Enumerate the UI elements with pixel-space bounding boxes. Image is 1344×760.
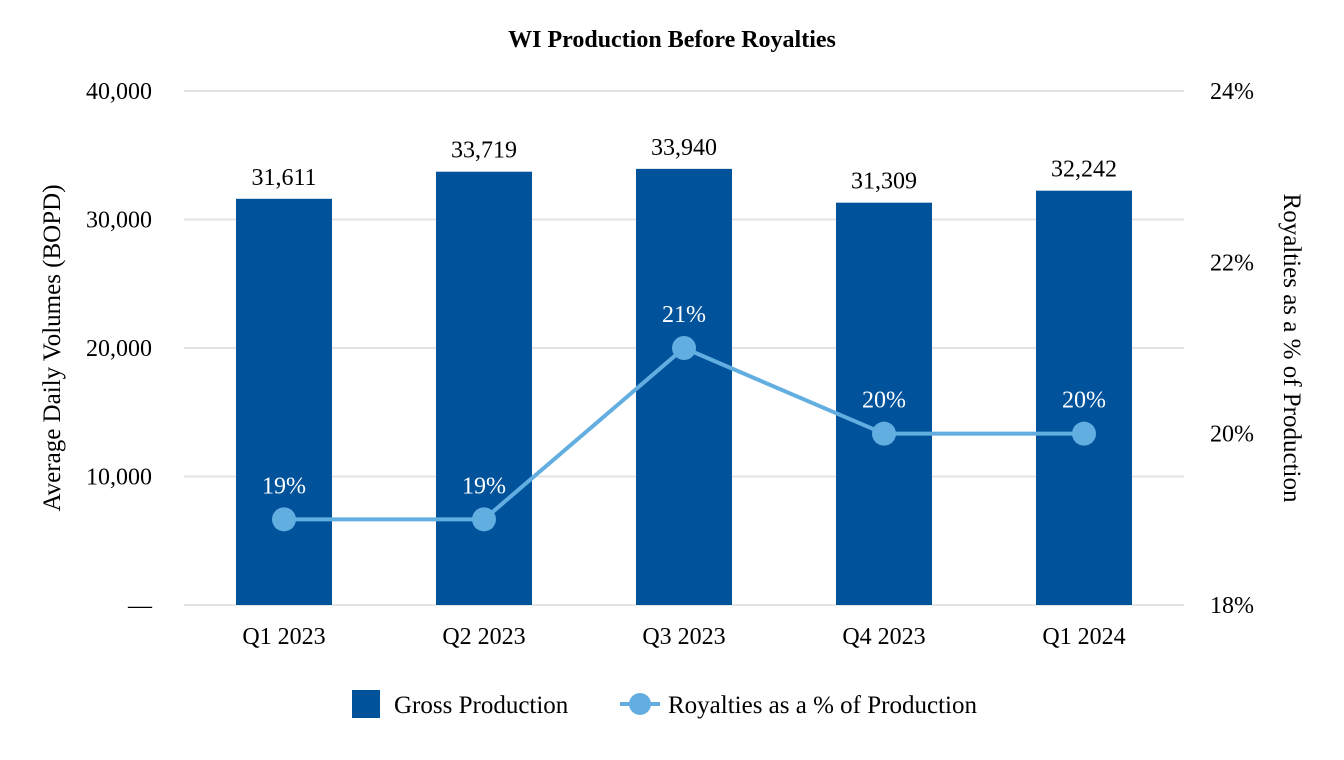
x-tick-label: Q1 2023 xyxy=(242,624,325,650)
legend-swatch-gross-production xyxy=(352,690,380,718)
x-tick-label: Q2 2023 xyxy=(442,624,525,650)
legend-label-gross-production: Gross Production xyxy=(394,692,569,719)
y-tick-label: 40,000 xyxy=(86,79,152,105)
legend: Gross Production Royalties as a % of Pro… xyxy=(352,690,977,719)
x-tick-label: Q1 2024 xyxy=(1042,624,1125,650)
right-axis-ticks: 18% 20% 22% 24% xyxy=(1210,79,1254,619)
y-tick-label: — xyxy=(127,593,153,619)
legend-marker-royalties xyxy=(629,693,651,715)
legend-label-royalties: Royalties as a % of Production xyxy=(668,692,977,719)
y2-axis-label: Royalties as a % of Production xyxy=(1278,194,1305,503)
line-series xyxy=(272,336,1096,532)
royalties-value-label: 20% xyxy=(862,388,906,414)
bar-gross-production xyxy=(436,171,532,605)
y-tick-label: 30,000 xyxy=(86,208,152,234)
bar-gross-production xyxy=(836,202,932,605)
bar-gross-production xyxy=(636,168,732,605)
royalties-point xyxy=(1072,421,1096,446)
y2-tick-label: 22% xyxy=(1210,250,1254,276)
x-axis-ticks: Q1 2023 Q2 2023 Q3 2023 Q4 2023 Q1 2024 xyxy=(242,624,1125,650)
royalties-value-label: 20% xyxy=(1062,388,1106,414)
royalties-point xyxy=(872,421,896,446)
bar-value-label: 33,719 xyxy=(451,138,517,164)
x-tick-label: Q4 2023 xyxy=(842,624,925,650)
y2-tick-label: 24% xyxy=(1210,79,1254,105)
y-tick-label: 20,000 xyxy=(86,336,152,362)
chart-title: WI Production Before Royalties xyxy=(508,27,836,53)
bar-value-label: 31,309 xyxy=(851,169,917,195)
royalties-value-label: 21% xyxy=(662,302,706,328)
royalties-point xyxy=(272,507,296,532)
bar-gross-production xyxy=(236,198,332,605)
bar-series xyxy=(236,168,1132,605)
bar-value-label: 32,242 xyxy=(1051,157,1117,183)
y2-tick-label: 18% xyxy=(1210,593,1254,619)
bar-value-label: 33,940 xyxy=(651,135,717,161)
y-tick-label: 10,000 xyxy=(86,465,152,491)
line-data-labels: 19% 19% 21% 20% 20% xyxy=(262,302,1106,499)
y2-tick-label: 20% xyxy=(1210,422,1254,448)
bar-value-label: 31,611 xyxy=(251,165,316,191)
bar-gross-production xyxy=(1036,190,1132,605)
royalties-point xyxy=(672,336,696,360)
x-tick-label: Q3 2023 xyxy=(642,624,725,650)
royalties-value-label: 19% xyxy=(262,473,306,499)
bar-data-labels: 31,611 33,719 33,940 31,309 32,242 xyxy=(251,135,1117,195)
royalties-point xyxy=(472,507,496,532)
left-axis-ticks: — 10,000 20,000 30,000 40,000 xyxy=(86,79,153,619)
royalties-value-label: 19% xyxy=(462,473,506,499)
y-axis-label: Average Daily Volumes (BOPD) xyxy=(39,184,66,511)
